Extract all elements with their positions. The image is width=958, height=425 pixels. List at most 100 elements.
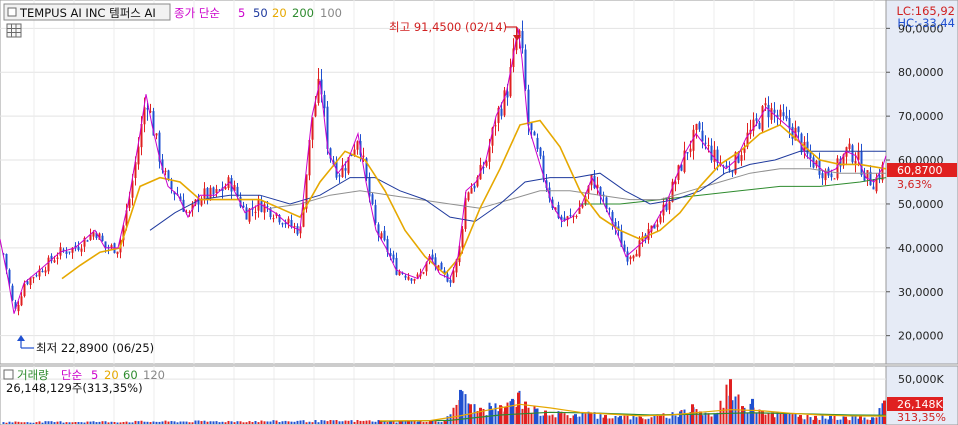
volume-bar <box>599 414 602 424</box>
volume-ma20-line <box>379 403 887 422</box>
volume-bar <box>722 407 725 424</box>
candle <box>767 96 770 128</box>
candle <box>704 135 707 150</box>
volume-bar <box>653 415 656 424</box>
candle <box>434 253 437 271</box>
volume-ma-60: 60 <box>123 368 138 382</box>
volume-bar <box>668 418 671 424</box>
grid-settings-icon[interactable] <box>6 23 22 38</box>
volume-spike-bar <box>489 406 492 424</box>
candle <box>47 255 50 275</box>
candle <box>860 143 863 177</box>
candle <box>470 183 473 194</box>
volume-bar <box>743 407 746 424</box>
candle <box>263 202 266 220</box>
volume-bar <box>338 421 341 424</box>
candle <box>494 118 497 136</box>
volume-bar <box>164 420 167 424</box>
volume-bar <box>662 413 665 424</box>
volume-bar <box>404 420 407 424</box>
candle <box>86 239 89 242</box>
volume-bar <box>98 421 101 424</box>
volume-bar <box>851 415 854 424</box>
volume-bar <box>83 422 86 424</box>
ma50-line <box>149 150 886 231</box>
volume-spike-bar <box>444 421 447 424</box>
candle <box>656 219 659 233</box>
candle <box>308 139 311 181</box>
volume-bar <box>92 421 95 424</box>
volume-bar <box>206 421 209 424</box>
candle <box>329 147 332 163</box>
volume-bar <box>806 414 809 424</box>
ticker-box[interactable] <box>3 3 171 21</box>
volume-bar <box>305 422 308 424</box>
candle <box>524 44 527 92</box>
candle <box>620 224 623 247</box>
candle <box>713 141 716 170</box>
volume-bar <box>377 420 380 424</box>
volume-bar <box>758 409 761 424</box>
candle <box>68 251 71 255</box>
candle <box>356 140 359 155</box>
candle <box>872 178 875 190</box>
candle <box>110 243 113 250</box>
candle <box>407 273 410 281</box>
candle <box>875 173 878 194</box>
volume-spike-bar <box>517 392 520 424</box>
y-tick-label: 80,0000 <box>898 66 944 79</box>
candle <box>485 159 488 168</box>
volume-bar <box>47 421 50 424</box>
volume-bar <box>215 421 218 424</box>
ticker-name: TEMPUS AI INC 템퍼스 AI <box>19 6 156 20</box>
volume-bar <box>461 391 464 424</box>
candle <box>44 266 47 277</box>
volume-bar <box>233 422 236 424</box>
candle <box>149 103 152 114</box>
volume-bar <box>824 418 827 424</box>
price-change-pct: 3,63% <box>897 178 932 191</box>
lc-readout: LC:165,92 <box>896 4 955 18</box>
volume-bar <box>719 400 722 424</box>
candle <box>638 236 641 258</box>
volume-spike-bar <box>784 413 787 424</box>
candle <box>38 265 41 280</box>
volume-spike-bar <box>679 411 682 424</box>
volume-bar <box>176 422 179 424</box>
volume-bar <box>182 421 185 424</box>
volume-checkbox-icon[interactable] <box>3 369 14 380</box>
candle <box>224 183 227 190</box>
volume-bar <box>137 421 140 424</box>
volume-bar <box>113 422 116 424</box>
candle <box>869 165 872 186</box>
volume-bar <box>212 421 215 424</box>
volume-bar <box>41 422 44 424</box>
volume-spike-bar <box>799 415 802 424</box>
volume-bar <box>587 411 590 424</box>
candle <box>404 274 407 281</box>
volume-bar <box>2 422 5 424</box>
candle <box>629 255 632 265</box>
candle <box>272 214 275 223</box>
volume-bar <box>26 422 29 424</box>
volume-bar <box>152 421 155 424</box>
volume-bar <box>818 419 821 424</box>
volume-bar <box>209 421 212 424</box>
volume-bar <box>299 420 302 424</box>
candle <box>200 196 203 207</box>
volume-bar <box>521 408 524 424</box>
candle <box>743 142 746 161</box>
volume-bar <box>623 415 626 424</box>
candle <box>728 161 731 173</box>
volume-bar <box>812 419 815 424</box>
volume-bar <box>350 420 353 424</box>
volume-bar <box>29 422 32 424</box>
volume-bar <box>365 420 368 424</box>
volume-spike-bar <box>771 412 774 424</box>
checkbox-icon[interactable] <box>7 7 17 17</box>
volume-bar <box>254 421 257 424</box>
moving-average-lines <box>0 28 887 314</box>
volume-bar <box>473 404 476 424</box>
volume-bar <box>344 420 347 424</box>
